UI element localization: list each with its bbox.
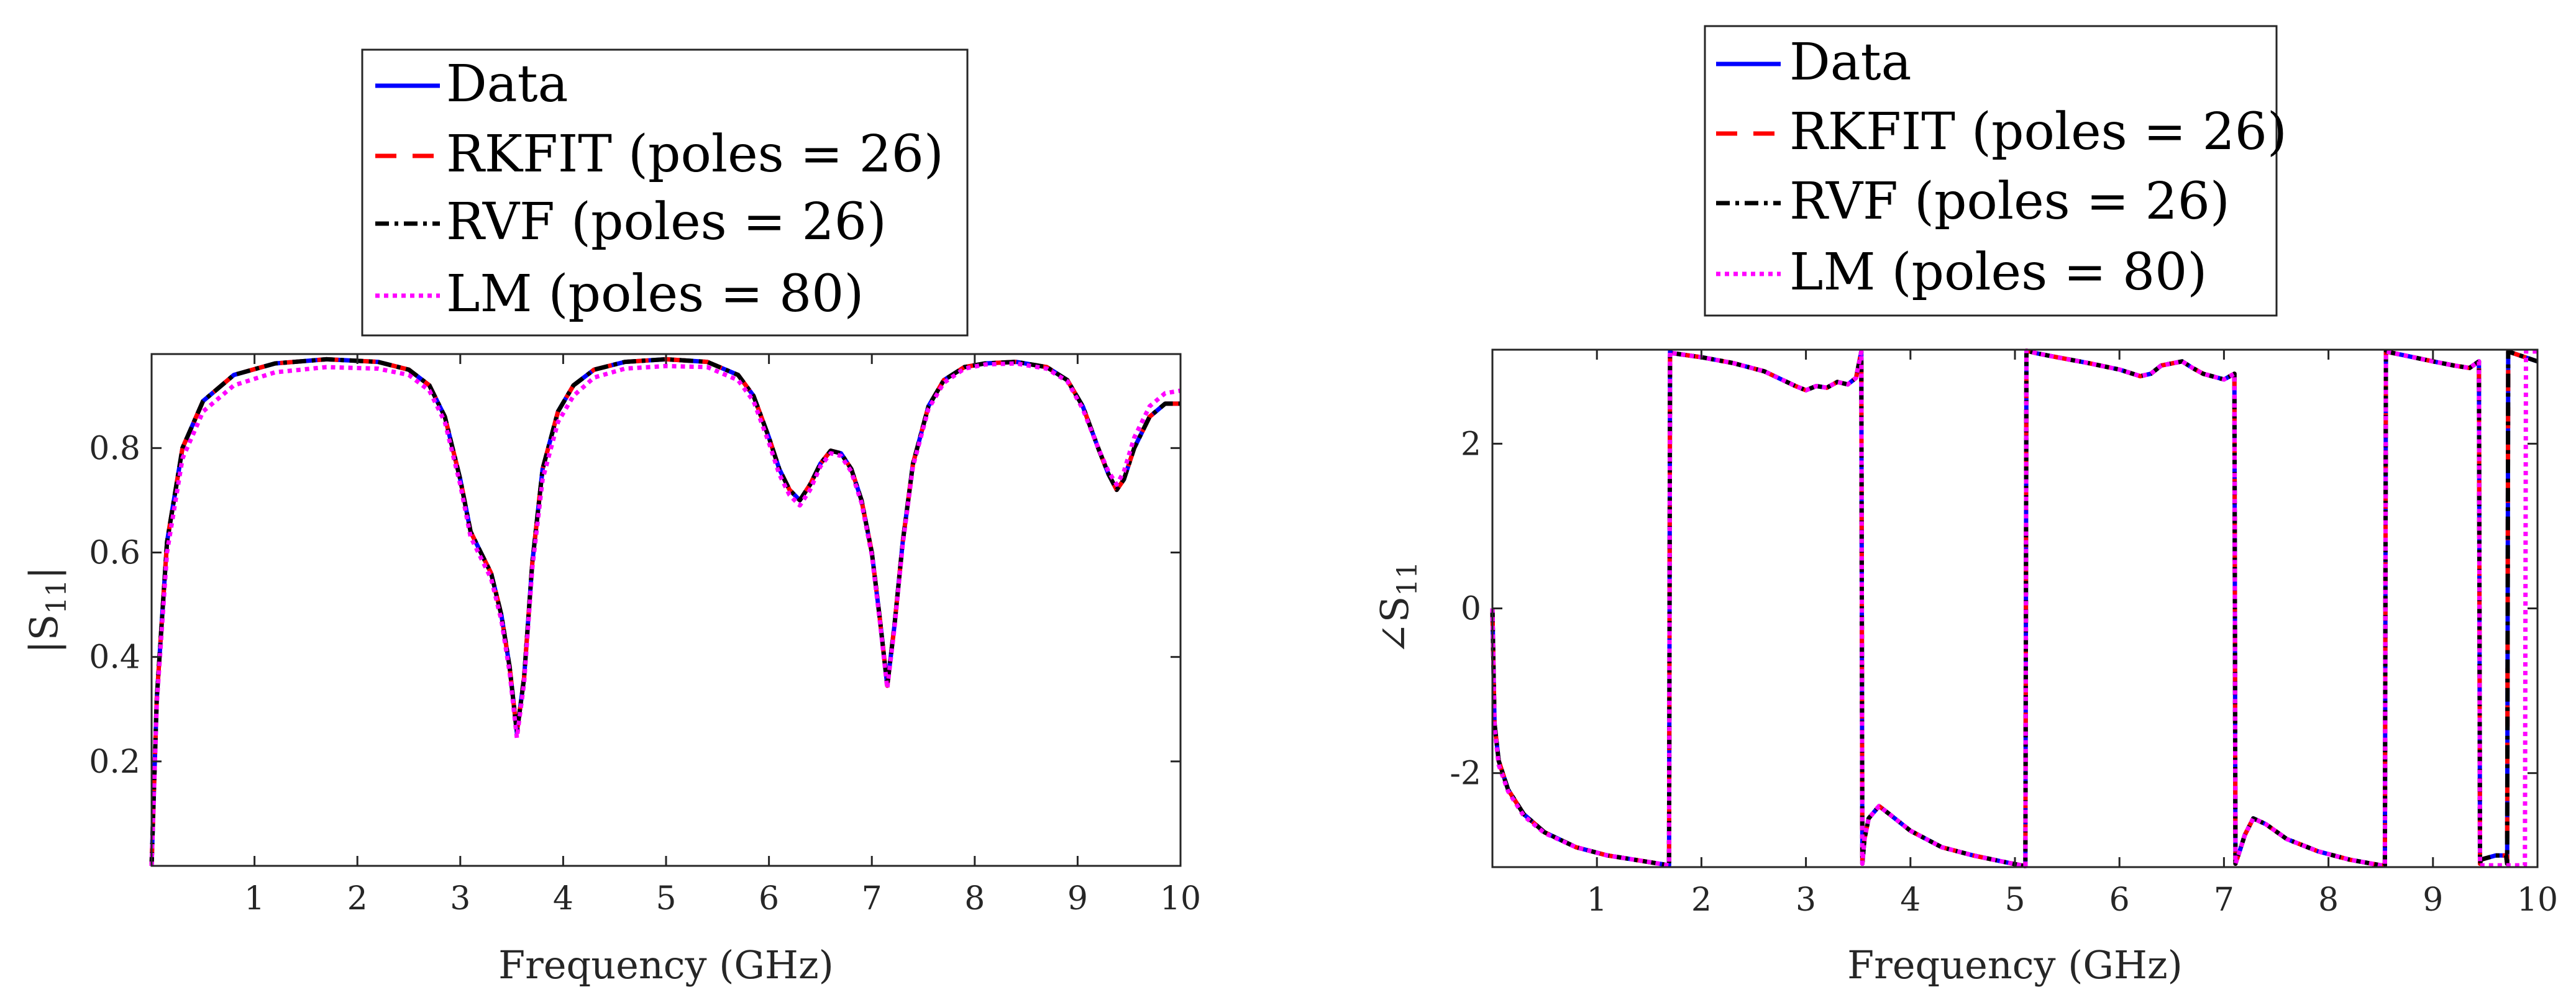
magnitude-legend-label-lm: LM (poles = 80) [446,265,864,324]
phase-legend-label-data: Data [1789,33,1911,92]
phase-y-tick-label: 0 [1461,591,1481,628]
magnitude-y-tick-label: 0.4 [89,639,140,676]
magnitude-y-tick-label: 0.2 [89,744,140,781]
magnitude-x-axis-label: Frequency (GHz) [498,942,834,988]
magnitude-legend-label-rvf: RVF (poles = 26) [446,193,887,252]
phase-y-tick-label: 2 [1461,425,1481,463]
magnitude-x-tick-label: 6 [759,880,779,917]
magnitude-x-tick-label: 3 [450,880,470,917]
magnitude-legend-label-rkfit: RKFIT (poles = 26) [446,125,944,184]
phase-legend: Data RKFIT (poles = 26) RVF (poles = 26)… [1704,25,2287,317]
magnitude-x-tick-label: 2 [347,880,368,917]
phase-x-tick-label: 1 [1587,881,1607,919]
phase-x-tick-label: 8 [2318,881,2339,919]
phase-x-tick-label: 5 [2004,881,2025,919]
phase-x-tick-label: 3 [1796,881,1816,919]
phase-x-tick-label: 10 [2517,881,2558,919]
phase-legend-label-rkfit: RKFIT (poles = 26) [1789,102,2287,161]
phase-chart: Data RKFIT (poles = 26) RVF (poles = 26)… [1372,25,2558,988]
phase-x-tick-label: 4 [1900,881,1921,919]
phase-x-tick-label: 7 [2214,881,2234,919]
magnitude-legend-box [361,48,969,337]
magnitude-ticks: 1 2 3 4 5 6 7 8 9 10 0.2 0.4 0.6 0.8 [89,354,1201,917]
magnitude-x-tick-label: 8 [964,880,985,917]
phase-ticks: 1 2 3 4 5 6 7 8 9 10 -2 0 2 [1450,350,2558,919]
phase-legend-box [1704,25,2278,317]
phase-x-tick-label: 9 [2423,881,2443,919]
phase-x-axis-label: Frequency (GHz) [1847,942,2183,988]
magnitude-x-tick-label: 10 [1160,880,1201,917]
phase-x-tick-label: 6 [2109,881,2130,919]
magnitude-legend-label-data: Data [446,55,568,114]
phase-x-tick-label: 2 [1691,881,1712,919]
magnitude-x-tick-label: 7 [862,880,882,917]
phase-y-tick-label: -2 [1450,755,1481,793]
magnitude-chart: Data RKFIT (poles = 26) RVF (poles = 26)… [21,48,1201,988]
magnitude-y-axis-label: |S11| [21,566,73,653]
phase-plot-lines [1490,348,2539,868]
magnitude-x-tick-label: 9 [1067,880,1088,917]
magnitude-legend: Data RKFIT (poles = 26) RVF (poles = 26)… [361,48,969,337]
phase-y-axis-label: ∠S11 [1372,562,1423,655]
phase-legend-label-lm: LM (poles = 80) [1789,243,2207,302]
magnitude-y-tick-label: 0.8 [89,430,140,467]
magnitude-x-tick-label: 5 [655,880,676,917]
magnitude-x-tick-label: 4 [553,880,573,917]
magnitude-x-tick-label: 1 [244,880,265,917]
magnitude-y-tick-label: 0.6 [89,535,140,572]
phase-legend-label-rvf: RVF (poles = 26) [1789,172,2230,231]
magnitude-plot-lines [149,357,1181,866]
magnitude-axes-box [150,353,1182,867]
phase-axes-box [1491,348,2539,868]
